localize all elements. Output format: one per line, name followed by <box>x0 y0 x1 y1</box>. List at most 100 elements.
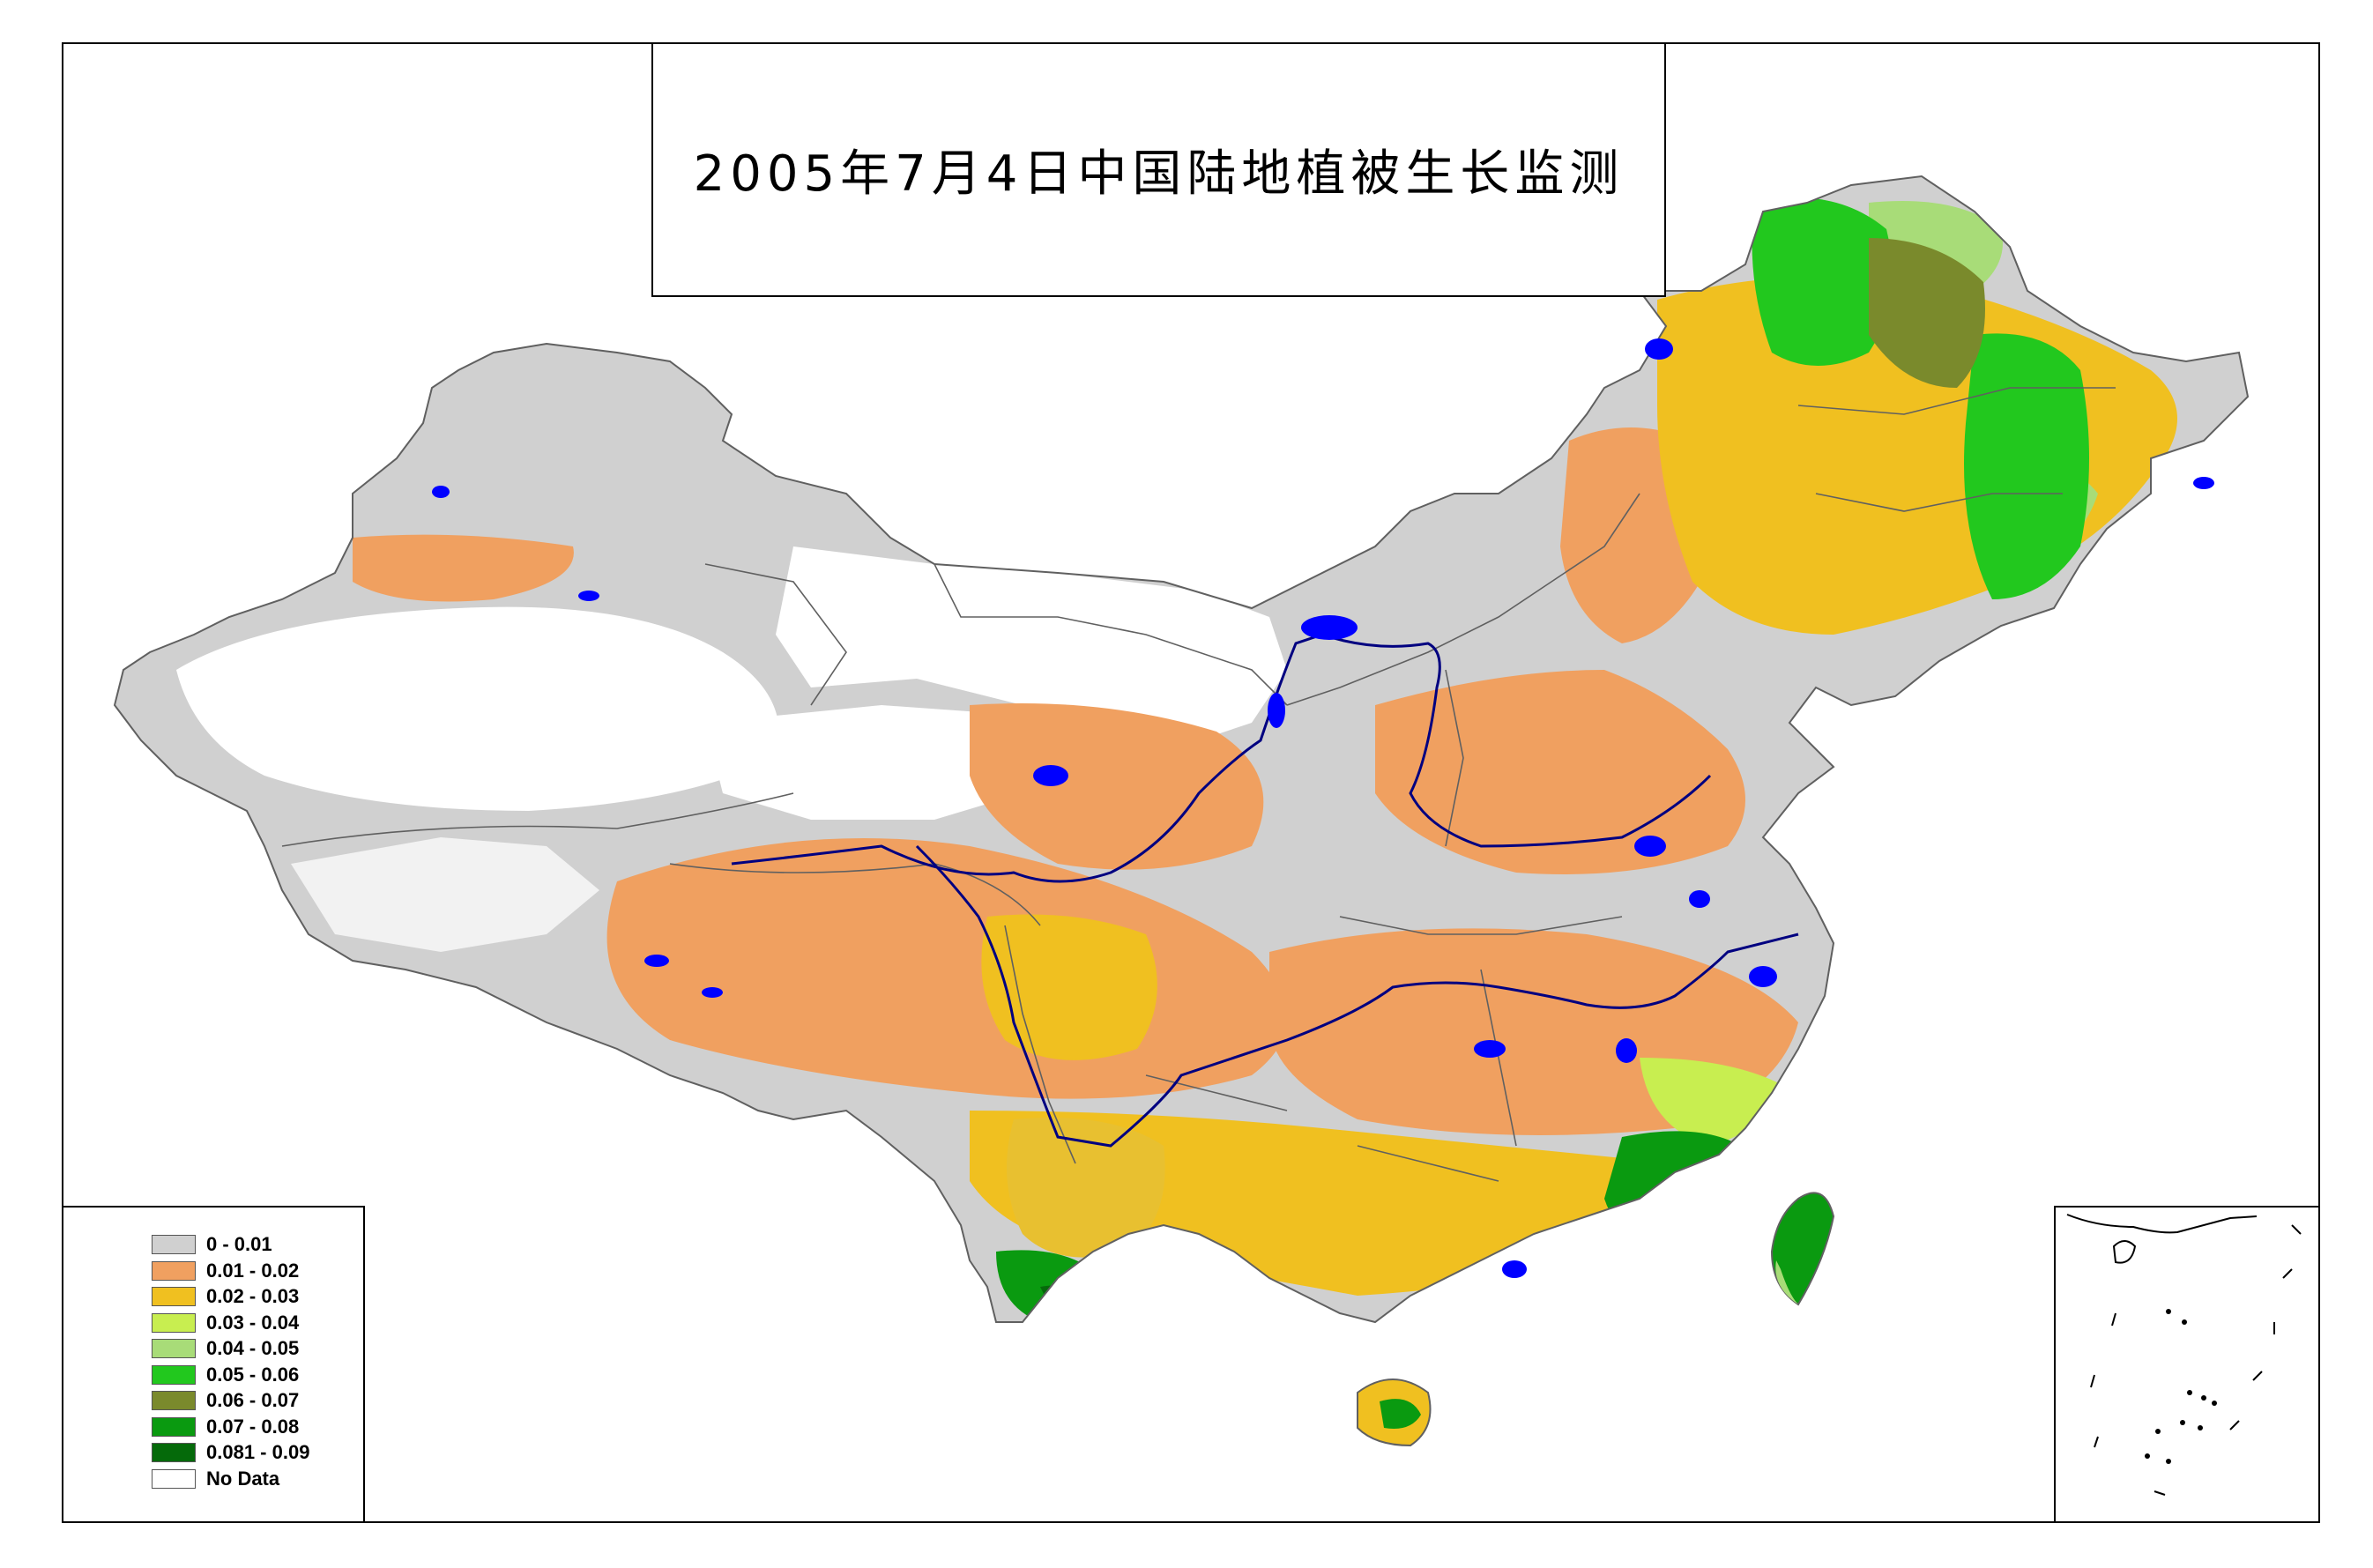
lake-selin <box>702 987 723 998</box>
boundary-innermongolia-north <box>1286 493 1640 706</box>
inset-island <box>2180 1420 2185 1425</box>
lake-sayram <box>432 486 450 498</box>
inset-island <box>2166 1459 2171 1464</box>
legend-item: 0.07 - 0.08 <box>152 1416 299 1438</box>
inset-island <box>2182 1319 2187 1325</box>
legend-item: 0.03 - 0.04 <box>152 1312 299 1334</box>
boundary-yunnan-guizhou <box>1145 1074 1288 1111</box>
legend-item: 0 - 0.01 <box>152 1233 272 1255</box>
orange-north-china <box>1375 670 1745 874</box>
legend-swatch <box>152 1339 196 1358</box>
inset-island <box>2155 1429 2161 1434</box>
islands <box>1357 1192 1835 1447</box>
legend-swatch <box>152 1260 196 1281</box>
no-data-tarim-basin <box>176 606 779 811</box>
inset-island <box>2145 1453 2150 1459</box>
inset-dash-9 <box>2154 1490 2166 1496</box>
orange-xinjiang-north <box>353 534 574 602</box>
south-china-sea-inset-map <box>2066 1214 2302 1496</box>
boundary-heilongjiang-jilin <box>1797 387 2116 415</box>
title-box: 2005年7月4日中国陆地植被生长监测 <box>651 42 1666 297</box>
lake-ulansuhai <box>1301 615 1358 640</box>
inset-island <box>2201 1395 2206 1401</box>
lake-poyang <box>1616 1038 1637 1063</box>
boundary-hunan-jiangxi <box>1480 969 1517 1147</box>
legend-swatch <box>152 1416 196 1437</box>
lake-bosten <box>578 591 599 601</box>
green-daxinganling <box>1752 197 1893 366</box>
legend-swatch <box>152 1287 196 1306</box>
inset-dash-4 <box>2252 1371 2263 1381</box>
legend-swatch <box>152 1391 196 1410</box>
boundary-jilin-liaoning <box>1815 493 2063 512</box>
no-data-tibet-west <box>291 837 599 952</box>
lake-tai <box>1749 966 1777 987</box>
inset-dash-2 <box>2282 1268 2293 1279</box>
legend: 0 - 0.01 0.01 - 0.02 0.02 - 0.03 0.03 - 0.0… <box>62 1206 365 1523</box>
lightgreen-fujian <box>1640 1058 1781 1146</box>
south-china-sea-inset-frame <box>2054 1206 2320 1523</box>
legend-swatch <box>152 1312 196 1333</box>
legend-label: 0.04 - 0.05 <box>206 1337 300 1359</box>
inset-dash-8 <box>2094 1436 2099 1448</box>
legend-label: 0.06 - 0.07 <box>206 1389 300 1411</box>
inset-island <box>2187 1390 2192 1395</box>
legend-label: 0.081 - 0.09 <box>206 1441 310 1463</box>
legend-swatch <box>152 1443 196 1462</box>
legend-label: 0.03 - 0.04 <box>206 1311 300 1334</box>
boundary-sichuan-tibet <box>1004 925 1076 1164</box>
legend-label: No Data <box>206 1467 280 1490</box>
boundary-xinjiang-gansu <box>704 563 847 706</box>
inset-dash-1 <box>2291 1224 2302 1235</box>
legend-label: 0 - 0.01 <box>206 1233 272 1255</box>
boundary-hebei-shanxi <box>1445 669 1464 847</box>
lake-qinghai <box>1033 765 1068 786</box>
boundary-henan-hubei <box>1339 916 1623 935</box>
lake-pearl <box>1502 1260 1527 1278</box>
inset-islands <box>2145 1309 2217 1464</box>
legend-item: 0.01 - 0.02 <box>152 1260 299 1282</box>
yangtze-river <box>915 844 1799 1148</box>
legend-item: 0.02 - 0.03 <box>152 1285 300 1307</box>
legend-label: 0.01 - 0.02 <box>206 1259 300 1282</box>
legend-item: No Data <box>152 1468 279 1490</box>
green-changbai <box>1964 333 2089 599</box>
lake-nam-co <box>644 955 669 967</box>
yellow-river <box>731 633 1712 883</box>
lake-hulun <box>1645 338 1673 360</box>
lake-xingkai <box>2193 477 2214 489</box>
green-xishuangbanna <box>1040 1285 1111 1322</box>
lake-juyan <box>1268 693 1285 728</box>
legend-label: 0.02 - 0.03 <box>206 1285 300 1307</box>
lake-weishan <box>1634 836 1666 857</box>
inset-dash-7 <box>2090 1374 2095 1388</box>
boundary-qinghai-tibet <box>669 863 1041 926</box>
lake-dongting <box>1474 1040 1506 1058</box>
legend-item: 0.04 - 0.05 <box>152 1337 300 1359</box>
orange-loess <box>970 703 1264 870</box>
olive-lesser-khingan <box>1869 238 1985 388</box>
legend-item: 0.081 - 0.09 <box>152 1441 310 1463</box>
inset-coastline <box>2066 1214 2258 1234</box>
boundary-gansu-innermongolia <box>934 563 1288 706</box>
no-data-inner-mongolia <box>776 546 1287 740</box>
legend-swatch <box>152 1235 196 1254</box>
province-boundaries <box>281 387 2116 1182</box>
lake-hongze <box>1689 890 1710 908</box>
inset-hainan <box>2112 1240 2137 1264</box>
darkgreen-southeast <box>1604 1131 1754 1252</box>
legend-label: 0.07 - 0.08 <box>206 1415 300 1438</box>
rivers <box>731 633 1799 1148</box>
legend-swatch <box>152 1364 196 1385</box>
inset-island <box>2166 1309 2171 1314</box>
yellow-southwest <box>1007 1118 1165 1258</box>
taiwan-coast <box>1775 1260 1798 1304</box>
legend-item: 0.06 - 0.07 <box>152 1389 300 1411</box>
map-title: 2005年7月4日中国陆地植被生长监测 <box>693 145 1625 203</box>
inset-dash-5 <box>2229 1420 2240 1431</box>
inset-dash-6 <box>2111 1312 2116 1326</box>
lakes <box>432 338 2214 1278</box>
legend-item: 0.05 - 0.06 <box>152 1364 299 1386</box>
inset-island <box>2198 1425 2203 1431</box>
